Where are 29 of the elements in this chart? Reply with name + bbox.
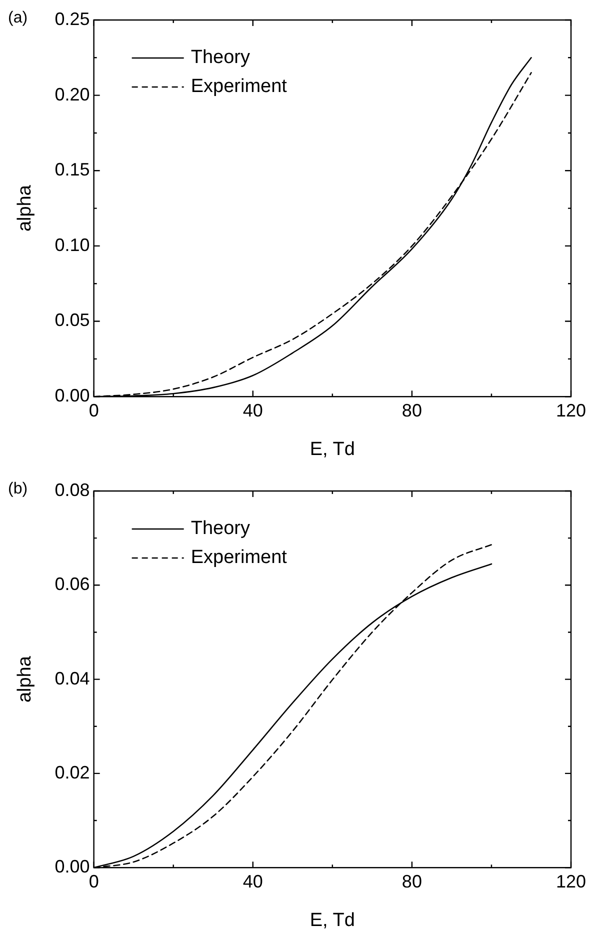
y-tick-label: 0.04 (54, 668, 90, 688)
y-tick-label: 0.00 (54, 386, 90, 406)
x-tick-label: 80 (402, 871, 422, 892)
legend-label: Experiment (190, 76, 288, 98)
y-tick-label: 0.00 (54, 856, 90, 877)
x-tick-label: 40 (242, 400, 263, 420)
y-tick-label: 0.02 (54, 762, 90, 782)
y-axis-title: alpha (14, 184, 36, 232)
y-tick-label: 0.25 (54, 8, 90, 29)
y-tick-label: 0.06 (54, 574, 90, 594)
x-tick-label: 80 (402, 400, 422, 420)
y-axis-title: alpha (14, 656, 36, 703)
x-tick-label: 40 (242, 871, 263, 892)
legend-label: Theory (190, 518, 250, 540)
x-tick-label: 0 (88, 871, 99, 892)
legend-label: Theory (190, 47, 250, 68)
legend-label: Experiment (190, 547, 288, 568)
text: (b) (8, 480, 28, 498)
x-axis-title: E, Td (310, 438, 355, 460)
x-tick-label: 120 (556, 871, 586, 892)
y-tick-label: 0.05 (54, 310, 90, 330)
x-tick-label: 120 (556, 400, 586, 420)
y-tick-label: 0.15 (54, 160, 90, 180)
x-axis-title: E, Td (310, 910, 355, 931)
y-tick-label: 0.10 (54, 234, 90, 255)
text: (a) (8, 9, 28, 26)
y-tick-label: 0.20 (54, 84, 90, 104)
y-tick-label: 0.08 (54, 480, 90, 500)
x-tick-label: 0 (88, 400, 99, 420)
